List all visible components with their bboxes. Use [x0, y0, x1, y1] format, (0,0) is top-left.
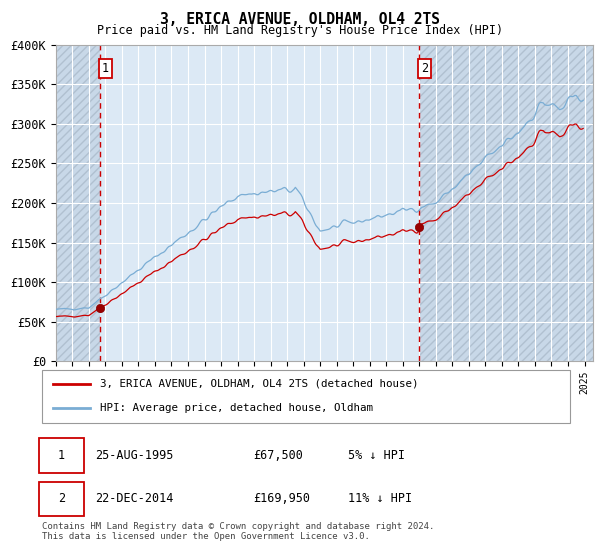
Text: £67,500: £67,500 — [253, 449, 303, 462]
FancyBboxPatch shape — [40, 438, 84, 473]
Text: 22-DEC-2014: 22-DEC-2014 — [95, 492, 173, 506]
Text: 3, ERICA AVENUE, OLDHAM, OL4 2TS: 3, ERICA AVENUE, OLDHAM, OL4 2TS — [160, 12, 440, 27]
Text: £169,950: £169,950 — [253, 492, 310, 506]
Text: 25-AUG-1995: 25-AUG-1995 — [95, 449, 173, 462]
Text: 2: 2 — [421, 62, 428, 75]
FancyBboxPatch shape — [42, 370, 570, 423]
Text: 3, ERICA AVENUE, OLDHAM, OL4 2TS (detached house): 3, ERICA AVENUE, OLDHAM, OL4 2TS (detach… — [100, 379, 419, 389]
Text: 5% ↓ HPI: 5% ↓ HPI — [348, 449, 405, 462]
Text: 2: 2 — [58, 492, 65, 506]
FancyBboxPatch shape — [40, 482, 84, 516]
Text: Price paid vs. HM Land Registry's House Price Index (HPI): Price paid vs. HM Land Registry's House … — [97, 24, 503, 36]
Text: 11% ↓ HPI: 11% ↓ HPI — [348, 492, 412, 506]
Text: 1: 1 — [102, 62, 109, 75]
Text: Contains HM Land Registry data © Crown copyright and database right 2024.
This d: Contains HM Land Registry data © Crown c… — [42, 522, 434, 542]
Text: 1: 1 — [58, 449, 65, 462]
Text: HPI: Average price, detached house, Oldham: HPI: Average price, detached house, Oldh… — [100, 403, 373, 413]
